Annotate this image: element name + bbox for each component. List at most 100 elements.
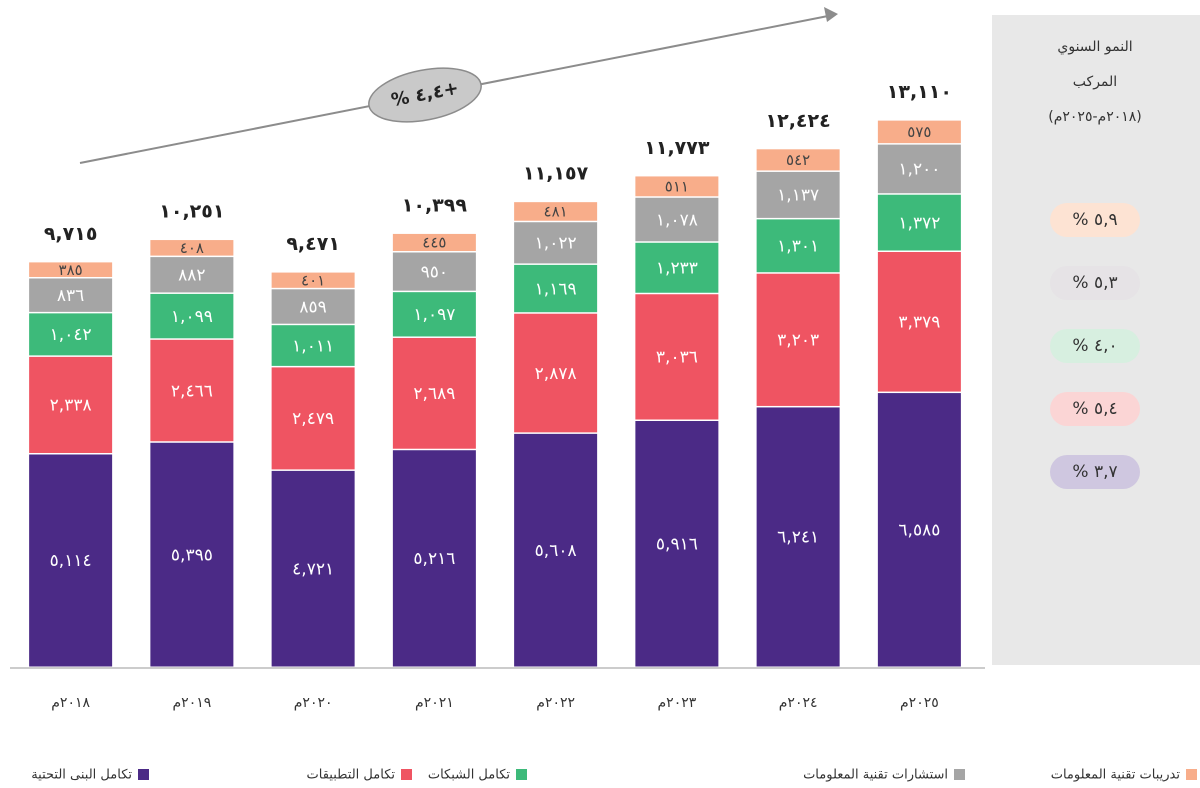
segment-label: ٣,٢٠٣ bbox=[777, 331, 819, 351]
segment-label: ١,٠٩٧ bbox=[413, 305, 455, 325]
cagr-label: % ٥,٤ bbox=[1072, 399, 1117, 419]
segment-label: ٤٨١ bbox=[544, 203, 568, 221]
legend-swatch bbox=[138, 769, 149, 780]
legend-swatch bbox=[401, 769, 412, 780]
segment-label: ١,٢٠٠ bbox=[898, 160, 940, 180]
total-label: ١١,١٥٧ bbox=[523, 163, 589, 185]
bar-segment bbox=[635, 421, 719, 667]
legend-swatch bbox=[516, 769, 527, 780]
bar-segment bbox=[29, 356, 113, 453]
legend-label: استشارات تقنية المعلومات bbox=[803, 768, 948, 783]
bar-segment bbox=[877, 194, 961, 251]
segment-label: ٥,١١٤ bbox=[50, 551, 92, 571]
segment-label: ١,١٣٧ bbox=[777, 186, 819, 206]
total-label: ١٠,٢٥١ bbox=[159, 201, 224, 223]
segment-label: ٢,٣٣٨ bbox=[50, 396, 92, 416]
bar-segment bbox=[29, 278, 113, 312]
segment-label: ٢,٤٧٩ bbox=[292, 409, 334, 429]
bar-segment bbox=[271, 470, 355, 667]
legend-swatch bbox=[1186, 769, 1197, 780]
bar-segment bbox=[514, 202, 598, 221]
bar-segment bbox=[29, 313, 113, 356]
segment-label: ١,٠١١ bbox=[292, 336, 334, 356]
bar-segment bbox=[514, 433, 598, 667]
legend-swatch bbox=[954, 769, 965, 780]
bar-segment bbox=[392, 450, 476, 667]
bar-segment bbox=[635, 176, 719, 197]
total-label: ٩,٧١٥ bbox=[44, 223, 98, 245]
segment-label: ٣,٠٣٦ bbox=[656, 348, 698, 368]
segment-label: ١,٠٤٢ bbox=[50, 325, 92, 345]
bar-segment bbox=[392, 292, 476, 337]
bar-segment bbox=[150, 240, 234, 256]
cagr-pill bbox=[1050, 455, 1140, 489]
bar-segment bbox=[29, 454, 113, 667]
bar-segment bbox=[392, 233, 476, 252]
bar-segment bbox=[756, 219, 840, 273]
segment-label: ٣,٣٧٩ bbox=[898, 313, 940, 333]
bar-segment bbox=[392, 337, 476, 449]
segment-label: ٦,٥٨٥ bbox=[898, 521, 940, 541]
panel-title: (٢٠١٨م-٢٠٢٥م) bbox=[1048, 109, 1142, 125]
segment-label: ٥١١ bbox=[665, 178, 689, 196]
segment-label: ١,٠٩٩ bbox=[171, 307, 213, 327]
bar-segment bbox=[514, 222, 598, 264]
x-tick-label: ٢٠٢٢م bbox=[536, 695, 575, 711]
segment-label: ٥٧٥ bbox=[907, 123, 931, 141]
segment-label: ٤,٧٢١ bbox=[292, 559, 334, 579]
cagr-label: % ٤,٠ bbox=[1072, 336, 1117, 356]
legend-label: تكامل البنى التحتية bbox=[31, 768, 132, 783]
segment-label: ٤٠١ bbox=[301, 271, 325, 289]
panel-title: النمو السنوي bbox=[1057, 39, 1132, 55]
x-tick-label: ٢٠٢٣م bbox=[658, 695, 697, 711]
segment-label: ٩٥٠ bbox=[421, 262, 448, 282]
segment-label: ١,٠٧٨ bbox=[656, 210, 698, 230]
x-tick-label: ٢٠٢١م bbox=[415, 695, 454, 711]
total-label: ١١,٧٧٣ bbox=[644, 137, 710, 159]
bar-segment bbox=[150, 293, 234, 339]
legend-label: تدريبات تقنية المعلومات bbox=[1051, 768, 1181, 783]
cagr-label: % ٥,٣ bbox=[1072, 273, 1117, 293]
segment-label: ٥,٩١٦ bbox=[656, 535, 698, 555]
total-label: ١٢,٤٢٤ bbox=[766, 110, 831, 132]
bar-segment bbox=[756, 149, 840, 171]
total-label: ١٠,٣٩٩ bbox=[402, 194, 468, 216]
bar-segment bbox=[271, 289, 355, 324]
bar-segment bbox=[635, 197, 719, 242]
cagr-label: % ٥,٩ bbox=[1072, 210, 1117, 230]
x-tick-label: ٢٠٢٠م bbox=[294, 695, 333, 711]
segment-label: ٨٨٢ bbox=[178, 266, 205, 286]
segment-label: ١,٠٢٢ bbox=[535, 234, 577, 254]
x-tick-label: ٢٠٢٥م bbox=[900, 695, 939, 711]
x-tick-label: ٢٠١٩م bbox=[173, 695, 212, 711]
cagr-pill bbox=[1050, 392, 1140, 426]
total-label: ٩,٤٧١ bbox=[286, 233, 340, 255]
bar-segment bbox=[392, 252, 476, 291]
bar-segment bbox=[514, 264, 598, 313]
segment-label: ٥,٣٩٥ bbox=[171, 545, 213, 565]
segment-label: ٨٣٦ bbox=[57, 286, 84, 306]
legend-label: تكامل الشبكات bbox=[428, 768, 511, 783]
bar-segment bbox=[635, 294, 719, 420]
x-tick-label: ٢٠٢٤م bbox=[779, 695, 818, 711]
bar-segment bbox=[756, 407, 840, 667]
segment-label: ١,٣٧٢ bbox=[898, 213, 940, 233]
bar-segment bbox=[877, 120, 961, 144]
legend-label: تكامل التطبيقات bbox=[307, 768, 396, 783]
x-tick-label: ٢٠١٨م bbox=[51, 695, 90, 711]
panel-title: المركب bbox=[1073, 74, 1117, 90]
bar-segment bbox=[877, 144, 961, 194]
bar-segment bbox=[271, 272, 355, 288]
bar-segment bbox=[756, 171, 840, 218]
segment-label: ١,٣٠١ bbox=[777, 237, 819, 257]
segment-label: ١,٢٣٣ bbox=[656, 259, 698, 279]
segment-label: ٥,٢١٦ bbox=[413, 549, 455, 569]
bar-segment bbox=[271, 325, 355, 366]
growth-badge bbox=[368, 67, 482, 123]
segment-label: ٥,٦٠٨ bbox=[535, 541, 577, 561]
segment-label: ٤٠٨ bbox=[180, 239, 204, 257]
bar-segment bbox=[150, 442, 234, 667]
bar-segment bbox=[150, 257, 234, 293]
total-label: ١٣,١١٠ bbox=[887, 81, 952, 103]
